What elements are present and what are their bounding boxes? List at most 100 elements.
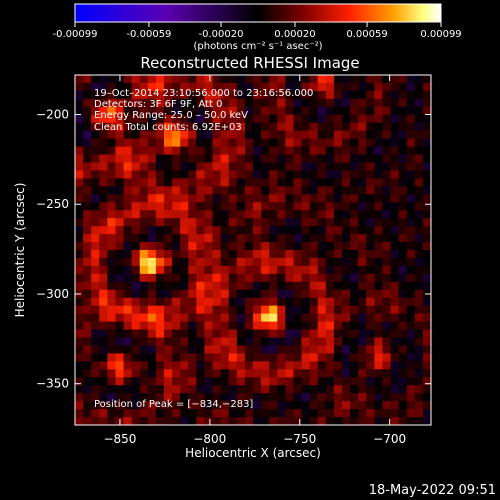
heatmap-cell xyxy=(236,281,246,291)
heatmap-cell xyxy=(172,154,181,164)
heatmap-cell xyxy=(414,385,424,394)
heatmap-cell xyxy=(99,321,108,331)
heatmap-cell xyxy=(228,337,238,347)
heatmap-cell xyxy=(285,138,295,148)
heatmap-cell xyxy=(147,329,157,339)
heatmap-cell xyxy=(414,75,424,84)
heatmap-cell xyxy=(366,345,375,354)
heatmap-cell xyxy=(414,265,424,275)
heatmap-cell xyxy=(374,202,384,211)
heatmap-cell xyxy=(115,122,125,132)
heatmap-cell xyxy=(309,361,319,370)
heatmap-cell xyxy=(228,393,238,402)
colorbar-ticks: -0.00099 -0.00059 -0.00020 0.00020 0.00059 0.… xyxy=(53,22,462,40)
heatmap-cell xyxy=(91,305,100,315)
heatmap-cell xyxy=(317,186,327,195)
heatmap-cell xyxy=(155,401,165,410)
heatmap-cell xyxy=(75,329,84,339)
heatmap-cell xyxy=(155,329,165,339)
heatmap-cell xyxy=(244,234,254,243)
heatmap-cell xyxy=(228,385,238,394)
heatmap-cell xyxy=(293,417,303,425)
heatmap-cell xyxy=(382,313,392,323)
heatmap-cell xyxy=(180,178,189,187)
heatmap-cell xyxy=(155,234,165,243)
heatmap-cell xyxy=(269,75,278,84)
heatmap-cell xyxy=(269,257,278,267)
heatmap-cell xyxy=(253,98,262,108)
heatmap-cell xyxy=(358,218,367,227)
heatmap-cell xyxy=(414,234,424,243)
heatmap-cell xyxy=(374,385,384,394)
heatmap-cell xyxy=(139,75,149,84)
heatmap-cell xyxy=(406,329,416,339)
heatmap-cell xyxy=(285,130,295,140)
heatmap-cell xyxy=(350,417,359,425)
heatmap-cell xyxy=(99,234,108,243)
heatmap-cell xyxy=(406,417,416,425)
heatmap-cell xyxy=(180,401,189,410)
heatmap-cell xyxy=(131,226,141,235)
heatmap-cell xyxy=(196,273,206,283)
heatmap-cell xyxy=(350,186,359,195)
heatmap-cell xyxy=(147,226,157,235)
heatmap-cell xyxy=(115,114,125,124)
heatmap-cell xyxy=(333,281,343,291)
heatmap-cell xyxy=(333,146,343,156)
heatmap-cell xyxy=(277,329,286,339)
heatmap-cell xyxy=(228,409,238,418)
heatmap-cell xyxy=(244,178,254,187)
heatmap-cell xyxy=(115,202,125,211)
heatmap-cell xyxy=(180,186,189,195)
heatmap-cell xyxy=(83,297,92,307)
heatmap-cell xyxy=(261,305,270,315)
heatmap-cell xyxy=(422,75,431,84)
heatmap-cell xyxy=(244,114,254,124)
heatmap-cell xyxy=(261,154,270,164)
heatmap-cell xyxy=(398,297,408,307)
heatmap-cell xyxy=(293,202,303,211)
heatmap-cell xyxy=(293,273,303,283)
heatmap-cell xyxy=(301,186,311,195)
heatmap-cell xyxy=(155,409,165,418)
heatmap-cell xyxy=(204,250,214,259)
heatmap-cell xyxy=(301,345,311,354)
heatmap-cell xyxy=(325,289,335,299)
heatmap-cell xyxy=(261,114,270,124)
heatmap-cell xyxy=(147,369,157,378)
heatmap-cell xyxy=(236,154,246,164)
heatmap-cell xyxy=(358,313,367,323)
heatmap-cell xyxy=(414,393,424,402)
heatmap-cell xyxy=(350,106,359,116)
heatmap-cell xyxy=(204,154,214,164)
heatmap-cell xyxy=(131,313,141,323)
heatmap-cell xyxy=(301,202,311,211)
heatmap-cell xyxy=(172,250,181,259)
heatmap-cell xyxy=(244,194,254,203)
heatmap-cell xyxy=(406,313,416,323)
heatmap-cell xyxy=(398,82,408,92)
heatmap-cell xyxy=(350,130,359,140)
heatmap-cell xyxy=(333,321,343,331)
heatmap-cell xyxy=(309,226,319,235)
heatmap-cell xyxy=(293,210,303,219)
heatmap-cell xyxy=(358,377,367,386)
heatmap-cell xyxy=(333,417,343,425)
heatmap-cell xyxy=(406,242,416,251)
heatmap-cell xyxy=(75,265,84,275)
heatmap-cell xyxy=(115,106,125,116)
heatmap-cell xyxy=(172,329,181,339)
heatmap-cell xyxy=(172,242,181,251)
heatmap-cell xyxy=(253,377,262,386)
heatmap-cell xyxy=(317,329,327,339)
heatmap-cell xyxy=(325,257,335,267)
heatmap-cell xyxy=(269,305,278,315)
heatmap-cell xyxy=(244,313,254,323)
heatmap-cell xyxy=(107,401,117,410)
heatmap-cell xyxy=(172,194,181,203)
heatmap-cell xyxy=(91,106,100,116)
heatmap-cell xyxy=(75,353,84,362)
heatmap-cell xyxy=(285,313,295,323)
heatmap-cell xyxy=(342,194,351,203)
heatmap-cell xyxy=(414,210,424,219)
